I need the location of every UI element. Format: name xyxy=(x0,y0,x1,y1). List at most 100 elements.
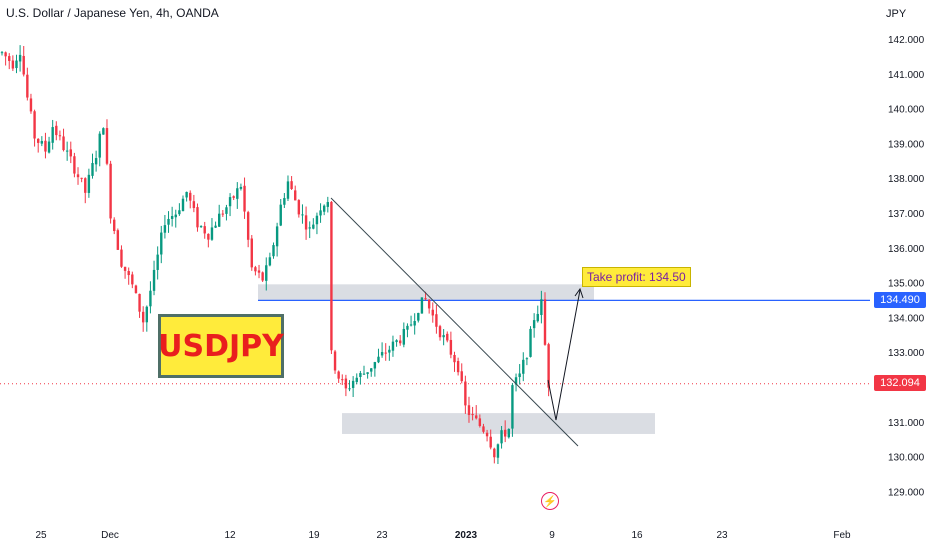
candle xyxy=(442,329,445,346)
candle-body xyxy=(170,216,174,219)
candle-body xyxy=(482,426,485,432)
candle xyxy=(123,266,127,279)
candle xyxy=(33,109,36,147)
candle xyxy=(127,267,130,285)
candle xyxy=(312,218,315,230)
candle xyxy=(109,160,112,224)
candle-body xyxy=(127,271,130,276)
candle-body xyxy=(297,200,301,215)
candle-body xyxy=(286,181,290,199)
candle-body xyxy=(29,98,33,112)
candle xyxy=(362,365,366,375)
candle-body xyxy=(203,226,206,234)
candle-body xyxy=(464,381,467,406)
candle-body xyxy=(511,385,514,429)
candle xyxy=(377,348,380,364)
candle-body xyxy=(435,314,438,327)
candle-body xyxy=(120,249,123,267)
candle xyxy=(427,298,431,314)
candle-body xyxy=(449,339,453,355)
candle-body xyxy=(359,373,362,377)
candle-body xyxy=(160,232,163,255)
candle-body xyxy=(174,214,177,218)
candle-body xyxy=(51,127,54,143)
candle xyxy=(467,396,471,423)
candle xyxy=(420,297,424,314)
candle xyxy=(87,168,91,198)
support-zone xyxy=(342,413,655,434)
candle xyxy=(69,141,72,164)
x-tick-label: 12 xyxy=(224,530,236,541)
candle xyxy=(254,265,257,276)
candle xyxy=(525,357,529,366)
candle xyxy=(529,326,532,358)
candle-body xyxy=(453,354,456,363)
candle-body xyxy=(91,163,94,176)
candle-body xyxy=(355,377,358,382)
candle-body xyxy=(239,186,243,189)
candle xyxy=(446,331,449,343)
candle-body xyxy=(362,373,366,375)
candle-body xyxy=(446,333,449,341)
candle xyxy=(98,131,101,167)
candle-body xyxy=(322,205,326,212)
candle-body xyxy=(424,298,427,300)
candle xyxy=(489,429,492,450)
candle xyxy=(120,245,123,268)
candle-body xyxy=(210,227,214,240)
candle-body xyxy=(532,320,536,329)
candle-body xyxy=(304,215,308,230)
candle-body xyxy=(207,233,210,240)
candle-body xyxy=(55,125,58,136)
candle xyxy=(384,343,387,361)
take-profit-label: Take profit: 134.50 xyxy=(582,267,691,287)
candle-body xyxy=(496,444,500,458)
candle xyxy=(105,119,109,166)
candle xyxy=(29,93,33,114)
candle xyxy=(511,383,514,437)
candle-body xyxy=(341,379,344,381)
candle-body xyxy=(507,428,510,438)
candle-body xyxy=(189,192,192,201)
candle xyxy=(134,284,138,294)
candle-body xyxy=(518,373,521,378)
candle xyxy=(196,203,199,232)
candle-body xyxy=(76,174,80,178)
candle-body xyxy=(37,138,40,143)
candle-body xyxy=(438,326,442,338)
candle xyxy=(503,420,507,443)
candle xyxy=(243,177,246,219)
candle xyxy=(326,196,329,213)
candle-body xyxy=(547,344,550,388)
candle-body xyxy=(543,299,547,345)
candle xyxy=(406,323,409,338)
candle-body xyxy=(333,351,337,371)
candle xyxy=(250,235,253,271)
candle xyxy=(239,183,243,191)
candle-body xyxy=(493,448,496,458)
candle xyxy=(344,374,348,397)
candle-body xyxy=(315,215,319,225)
candle xyxy=(174,209,177,228)
lightning-icon[interactable]: ⚡ xyxy=(541,492,559,510)
candle-body xyxy=(131,274,134,285)
candle-body xyxy=(279,204,282,226)
candle-body xyxy=(228,197,232,207)
candle-body xyxy=(4,52,7,57)
candle xyxy=(330,201,333,354)
candle xyxy=(214,221,217,229)
candle xyxy=(453,351,456,372)
y-tick-label: 136.000 xyxy=(888,244,925,255)
candle xyxy=(395,339,398,347)
candle xyxy=(37,138,40,153)
candle-body xyxy=(138,293,141,312)
candle-body xyxy=(294,190,297,201)
candle-body xyxy=(467,405,471,416)
candle xyxy=(11,55,15,71)
currency-label: JPY xyxy=(886,8,907,20)
candle xyxy=(380,342,384,358)
candle xyxy=(449,331,453,359)
candle xyxy=(4,51,7,66)
candle-body xyxy=(326,202,329,207)
